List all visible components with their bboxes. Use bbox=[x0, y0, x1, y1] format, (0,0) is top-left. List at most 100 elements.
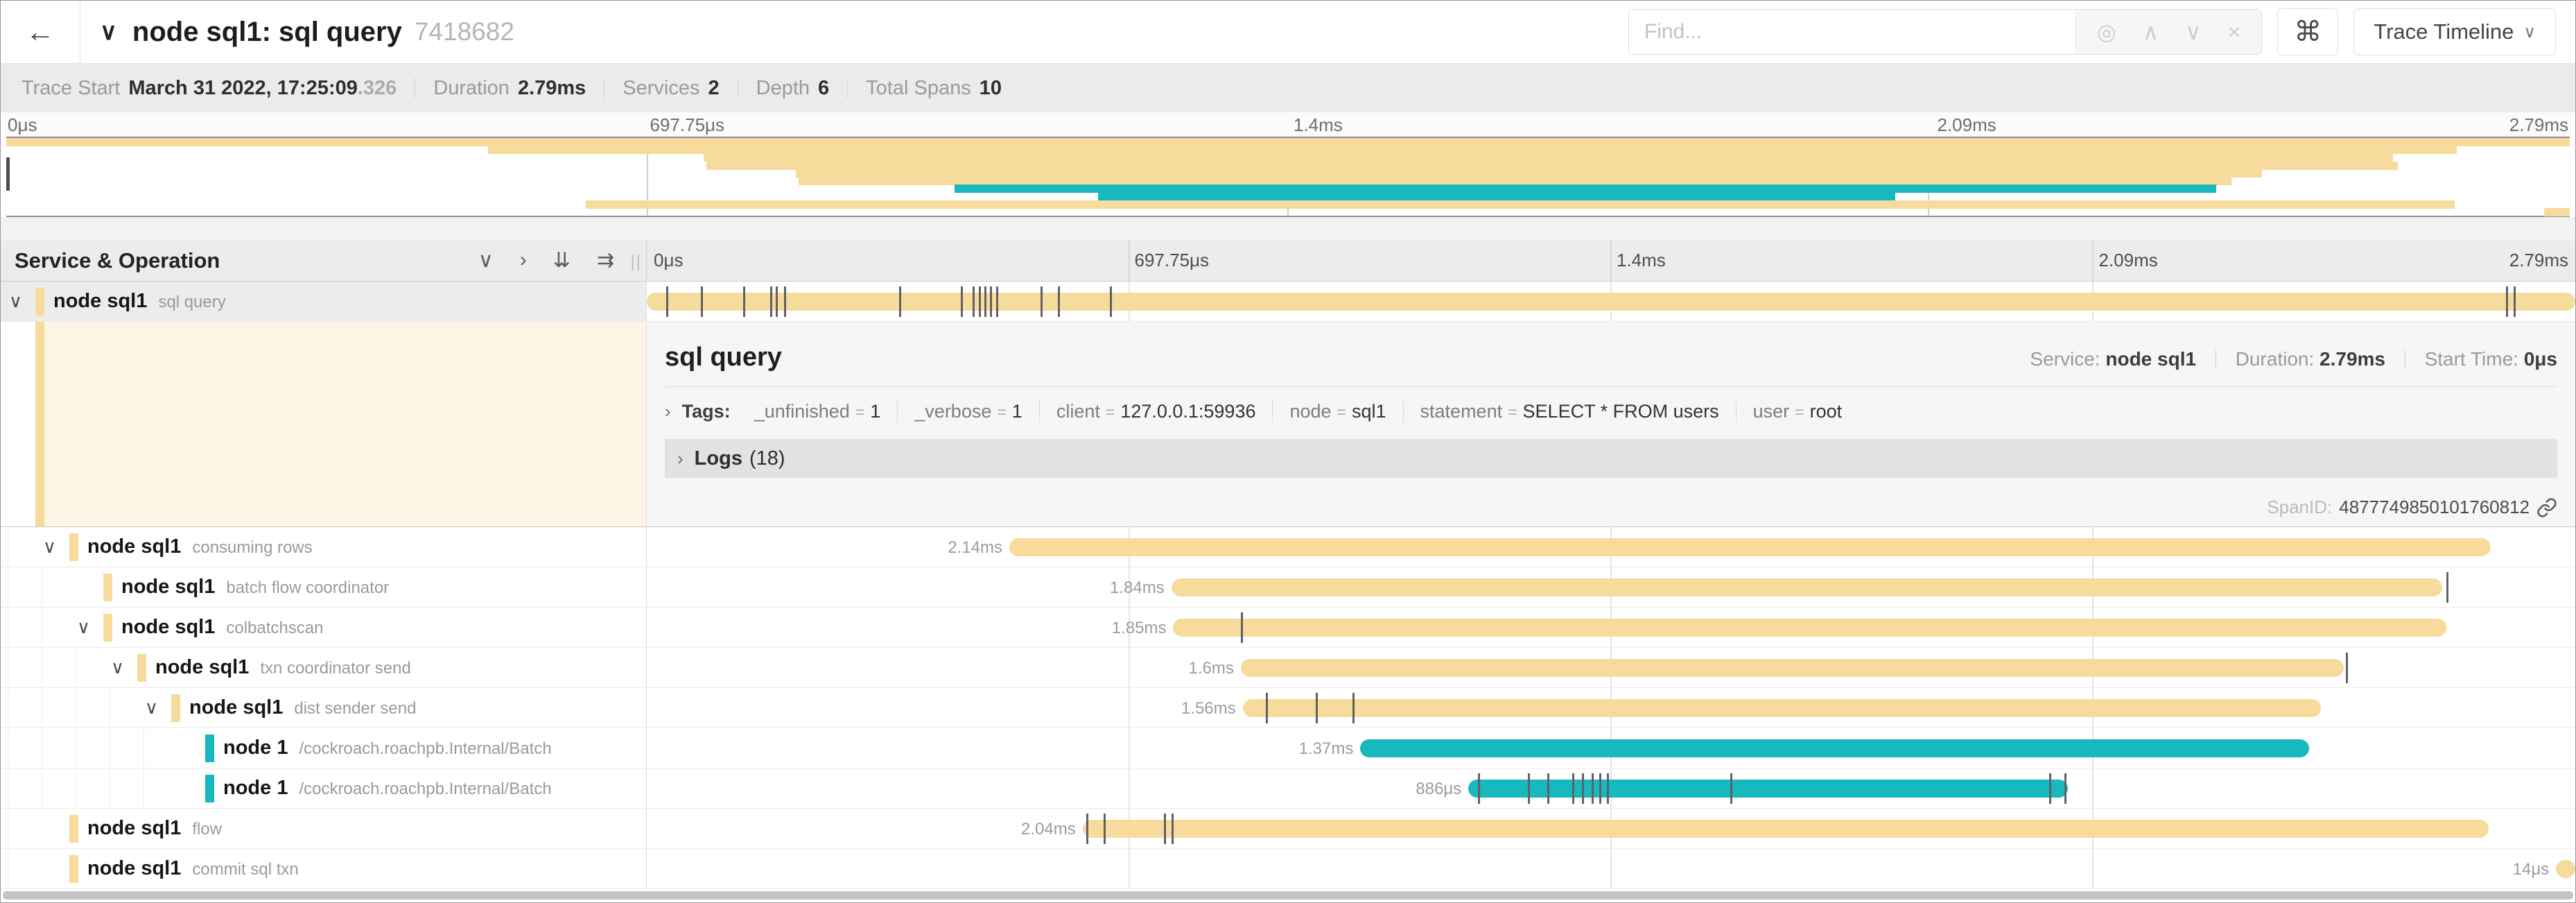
span-name-cell[interactable]: node 1/cockroach.roachpb.Internal/Batch bbox=[1, 768, 647, 808]
equals-sign: = bbox=[855, 403, 865, 421]
operation-name: flow bbox=[192, 820, 223, 839]
span-name-cell[interactable]: ∨ node sql1 dist sender send bbox=[1, 688, 647, 728]
expand-chevron-icon[interactable]: ∨ bbox=[9, 291, 23, 311]
expand-one-icon[interactable]: › bbox=[519, 248, 527, 271]
expand-chevron-icon[interactable]: ∨ bbox=[111, 657, 125, 678]
log-tick bbox=[1040, 286, 1043, 317]
span-bar[interactable] bbox=[1171, 578, 2443, 596]
span-graph-cell: 1.56ms bbox=[647, 688, 2575, 728]
timeline-header-tick: 2.09ms bbox=[2098, 250, 2158, 270]
log-tick bbox=[961, 286, 964, 317]
keyboard-shortcuts-button[interactable]: ⌘ bbox=[2277, 8, 2339, 55]
minimap-ruler-tick: 1.4ms bbox=[1294, 114, 1343, 135]
log-tick bbox=[984, 286, 986, 317]
span-bar[interactable] bbox=[1360, 739, 2310, 757]
span-graph-cell: 1.84ms bbox=[647, 567, 2575, 607]
log-tick bbox=[2513, 286, 2516, 317]
expand-chevron-icon[interactable]: ∨ bbox=[77, 617, 91, 637]
span-duration-label: 2.04ms bbox=[1021, 820, 1076, 839]
span-name-cell[interactable]: node sql1 flow bbox=[1, 809, 647, 848]
find-input[interactable] bbox=[1628, 10, 2075, 54]
minimap-ruler-tick: 697.75μs bbox=[650, 114, 725, 135]
span-row: node sql1 batch flow coordinator 1.84ms bbox=[1, 567, 2575, 608]
column-resizer[interactable]: || bbox=[630, 252, 642, 271]
log-tick bbox=[1316, 693, 1319, 723]
title-collapse-icon[interactable]: ∨ bbox=[100, 19, 117, 45]
span-graph-cell: 2.14ms bbox=[647, 527, 2575, 567]
top-bar-actions: ◎ ∧ ∨ × ⌘ Trace Timeline ∨ bbox=[1628, 8, 2556, 55]
service-name: node sql1 consuming rows bbox=[87, 535, 313, 558]
expand-chevron-icon[interactable]: ∨ bbox=[43, 536, 57, 557]
divider bbox=[665, 386, 2557, 387]
span-bar[interactable] bbox=[1242, 699, 2321, 717]
collapse-one-icon[interactable]: ∨ bbox=[478, 249, 494, 272]
expand-all-icon[interactable]: ⇉ bbox=[596, 249, 614, 272]
span-row: node 1/cockroach.roachpb.Internal/Batch 8… bbox=[1, 768, 2575, 809]
span-bar[interactable] bbox=[1009, 538, 2491, 556]
service-accent-bar bbox=[69, 855, 78, 883]
span-name-cell[interactable]: node sql1 commit sql txn bbox=[1, 849, 647, 888]
remaining-span-rows: ∨ node sql1 consuming rows 2.14ms node sql1 b… bbox=[1, 527, 2575, 889]
span-bar[interactable] bbox=[1082, 820, 2489, 838]
span-row: ∨ node sql1 dist sender send 1.56ms bbox=[1, 688, 2575, 728]
span-name-cell[interactable]: node 1/cockroach.roachpb.Internal/Batch bbox=[1, 728, 647, 768]
span-row: node sql1 commit sql txn 14μs bbox=[1, 849, 2575, 889]
link-icon[interactable] bbox=[2536, 497, 2557, 518]
minimap-span bbox=[703, 153, 2393, 162]
span-id-row: SpanID: 4877749850101760812 bbox=[2267, 497, 2557, 518]
span-name-cell[interactable]: ∨ node sql1 consuming rows bbox=[1, 527, 647, 567]
find-controls: ◎ ∧ ∨ × bbox=[2075, 10, 2262, 54]
operation-name: txn coordinator send bbox=[260, 659, 411, 678]
log-tick bbox=[1730, 773, 1733, 804]
span-row: ∨ node sql1 consuming rows 2.14ms bbox=[1, 527, 2575, 567]
tag-item: statement = SELECT * FROM users bbox=[1402, 401, 1736, 422]
log-tick bbox=[1478, 773, 1481, 804]
tag-item: _unfinished = 1 bbox=[738, 401, 898, 422]
log-tick bbox=[1599, 773, 1602, 804]
expand-chevron-icon[interactable]: ∨ bbox=[145, 697, 159, 718]
find-clear-icon[interactable]: × bbox=[2227, 19, 2241, 44]
span-name-cell[interactable]: ∨ node sql1 txn coordinator send bbox=[1, 648, 647, 687]
back-button[interactable]: ← bbox=[1, 1, 80, 63]
find-next-icon[interactable]: ∨ bbox=[2185, 19, 2202, 44]
span-name-cell[interactable]: ∨ node sql1 colbatchscan bbox=[1, 608, 647, 647]
span-rows: ∨ node sql1 sql query sql query Service: n… bbox=[1, 282, 2575, 902]
logs-row[interactable]: › Logs (18) bbox=[665, 439, 2557, 478]
tag-value: 1 bbox=[870, 401, 881, 422]
span-duration-label: 1.84ms bbox=[1110, 578, 1165, 597]
log-tick bbox=[1104, 814, 1106, 844]
detail-highlight-column bbox=[44, 322, 646, 526]
service-operation-title: Service & Operation bbox=[15, 248, 220, 273]
service-accent-bar bbox=[35, 288, 44, 316]
span-name-cell[interactable]: ∨ node sql1 sql query bbox=[1, 282, 647, 321]
find-focus-icon[interactable]: ◎ bbox=[2096, 19, 2116, 44]
span-bar[interactable] bbox=[1173, 619, 2446, 637]
tag-value: root bbox=[1809, 401, 1843, 422]
total-spans-value: 10 bbox=[979, 76, 1002, 99]
span-bar[interactable] bbox=[2556, 860, 2575, 878]
log-tick bbox=[743, 286, 746, 317]
span-name-cell[interactable]: node sql1 batch flow coordinator bbox=[1, 567, 647, 607]
tag-item: user = root bbox=[1735, 401, 1859, 422]
service-label: Service: bbox=[2030, 348, 2100, 370]
minimap-left-scrubber[interactable] bbox=[6, 157, 10, 191]
tag-key: statement bbox=[1420, 401, 1503, 422]
minimap-ruler: 0μs 697.75μs 1.4ms 2.09ms 2.79ms bbox=[1, 112, 2575, 137]
find-prev-icon[interactable]: ∧ bbox=[2142, 19, 2159, 44]
collapse-all-icon[interactable]: ⇊ bbox=[552, 249, 571, 272]
chevron-down-icon: ∨ bbox=[2523, 22, 2536, 42]
log-tick bbox=[1607, 773, 1610, 804]
span-bar[interactable] bbox=[647, 293, 2575, 311]
trace-info-bar: Trace Start March 31 2022, 17:25:09.326 … bbox=[1, 64, 2575, 112]
command-icon: ⌘ bbox=[2294, 17, 2322, 47]
span-bar[interactable] bbox=[1468, 780, 2069, 798]
tags-row[interactable]: › Tags: _unfinished = 1 _verbose = 1 client = 12… bbox=[665, 401, 2557, 422]
trace-title: node sql1: sql query bbox=[132, 16, 402, 47]
horizontal-scrollbar[interactable] bbox=[3, 891, 2573, 900]
span-bar[interactable] bbox=[1240, 659, 2344, 677]
span-graph-cell: 2.04ms bbox=[647, 809, 2575, 848]
trace-view-selector[interactable]: Trace Timeline ∨ bbox=[2353, 8, 2556, 55]
service-accent-bar bbox=[137, 654, 146, 682]
minimap-canvas[interactable] bbox=[6, 137, 2570, 217]
trace-view-label: Trace Timeline bbox=[2374, 19, 2514, 44]
